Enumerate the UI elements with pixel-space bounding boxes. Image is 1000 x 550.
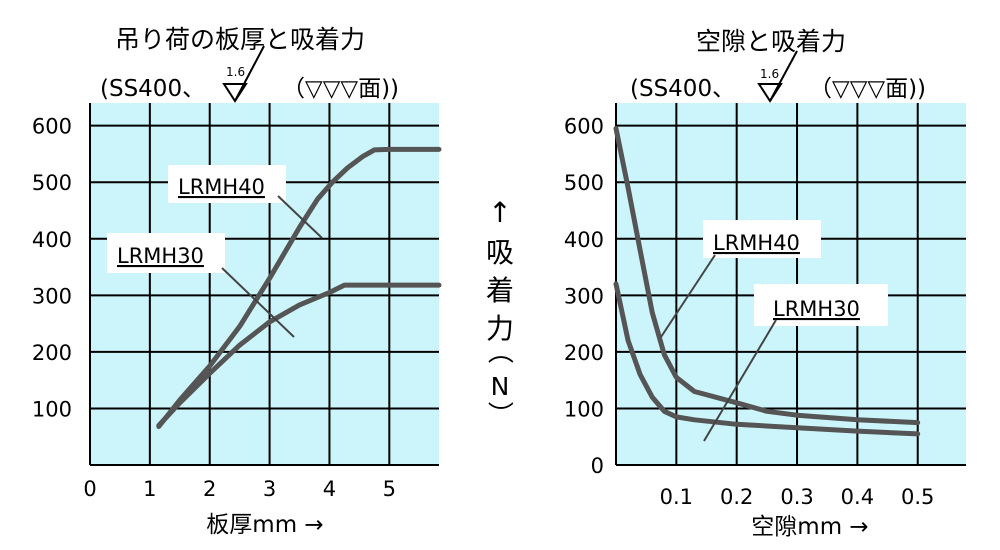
y-tick-label: 0	[591, 454, 604, 478]
y-tick-label: 100	[564, 397, 604, 421]
label-lrmh30: LRMH30	[107, 233, 225, 273]
leader-line	[703, 319, 777, 442]
y-tick-label: 300	[564, 284, 604, 308]
label-box	[168, 165, 286, 203]
caption-unit: N	[491, 372, 510, 401]
surface-finish-symbol: 1.6	[222, 45, 265, 103]
y-tick-label: 300	[32, 284, 72, 308]
x-tick-label: 1	[143, 477, 156, 501]
label-box	[703, 220, 821, 258]
y-tick-label: 400	[32, 228, 72, 252]
leader-line	[221, 267, 295, 338]
surface-roughness-value: 1.6	[760, 67, 779, 81]
x-axis-label: 板厚mm →	[206, 512, 323, 538]
arrow-up: ↑	[488, 196, 511, 229]
chart-title: 吊り荷の板厚と吸着力	[115, 25, 365, 54]
series-label: LRMH40	[178, 175, 265, 199]
x-tick-label: 0.1	[660, 485, 693, 509]
x-tick-label: 0.3	[780, 485, 813, 509]
surface-finish-symbol: 1.6	[757, 50, 798, 103]
caption-char: 力	[486, 312, 514, 345]
x-tick-label: 0.2	[720, 485, 753, 509]
x-tick-label: 5	[383, 477, 396, 501]
y-tick-label: 500	[564, 171, 604, 195]
x-tick-labels: 0 1 2 3 4 5	[83, 477, 396, 501]
leader-line	[660, 254, 716, 338]
y-axis-caption: ↑ 吸 着 力 （ N ）	[484, 196, 514, 427]
y-tick-label: 200	[32, 341, 72, 365]
series-label: LRMH40	[713, 231, 800, 255]
caption-char: 吸	[486, 236, 514, 269]
y-tick-label: 500	[32, 171, 72, 195]
caption-paren-open: （	[484, 338, 514, 364]
y-tick-label: 100	[32, 397, 72, 421]
caption-char: 着	[486, 274, 514, 307]
series-lines	[156, 146, 442, 429]
chart-subtitle-left: (SS400、	[100, 76, 205, 102]
surface-roughness-value: 1.6	[226, 65, 245, 79]
y-tick-labels: 100 200 300 400 500 600	[32, 115, 72, 422]
chart-title: 空隙と吸着力	[696, 27, 846, 56]
series-label: LRMH30	[117, 244, 204, 268]
x-axis-label: 空隙mm →	[751, 514, 868, 540]
y-tick-labels: 0 100 200 300 400 500 600	[564, 115, 604, 478]
label-lrmh40: LRMH40	[168, 165, 286, 203]
series-line-lrmh30	[156, 282, 442, 428]
y-tick-label: 600	[564, 115, 604, 139]
y-tick-label: 600	[32, 115, 72, 139]
series-line-lrmh30	[613, 281, 921, 437]
x-tick-label: 0	[83, 477, 96, 501]
chart-subtitle-right: （▽▽▽面))	[809, 76, 926, 102]
x-tick-label: 4	[323, 477, 336, 501]
y-tick-label: 400	[564, 228, 604, 252]
series-label: LRMH30	[773, 297, 860, 321]
label-box	[107, 233, 225, 273]
label-box	[754, 284, 888, 326]
chart-subtitle-right: （▽▽▽面))	[282, 76, 399, 102]
x-tick-label: 0.4	[841, 485, 874, 509]
label-lrmh40: LRMH40	[703, 220, 821, 258]
chart-subtitle-left: (SS400、	[630, 76, 735, 102]
label-lrmh30: LRMH30	[754, 284, 888, 326]
x-tick-label: 3	[263, 477, 276, 501]
leader-line	[277, 195, 323, 239]
chart-plate-thickness: 100 200 300 400 500 600 0 1 2 3 4 5 吊り荷の板厚と吸着力 (SS…	[32, 25, 442, 538]
x-tick-label: 2	[203, 477, 216, 501]
finish-stroke	[769, 50, 798, 102]
y-tick-label: 200	[564, 341, 604, 365]
x-tick-labels: 0.1 0.2 0.3 0.4 0.5	[660, 485, 935, 509]
chart-air-gap: 0 100 200 300 400 500 600 0.1 0.2 0.3 0.4 0.5 空隙と吸…	[564, 27, 966, 540]
series-line-lrmh40	[613, 126, 921, 426]
finish-stroke	[234, 45, 265, 102]
series-lines	[613, 126, 921, 437]
caption-paren-close: ）	[484, 401, 514, 427]
x-tick-label: 0.5	[901, 485, 934, 509]
series-line-lrmh40	[156, 146, 442, 429]
